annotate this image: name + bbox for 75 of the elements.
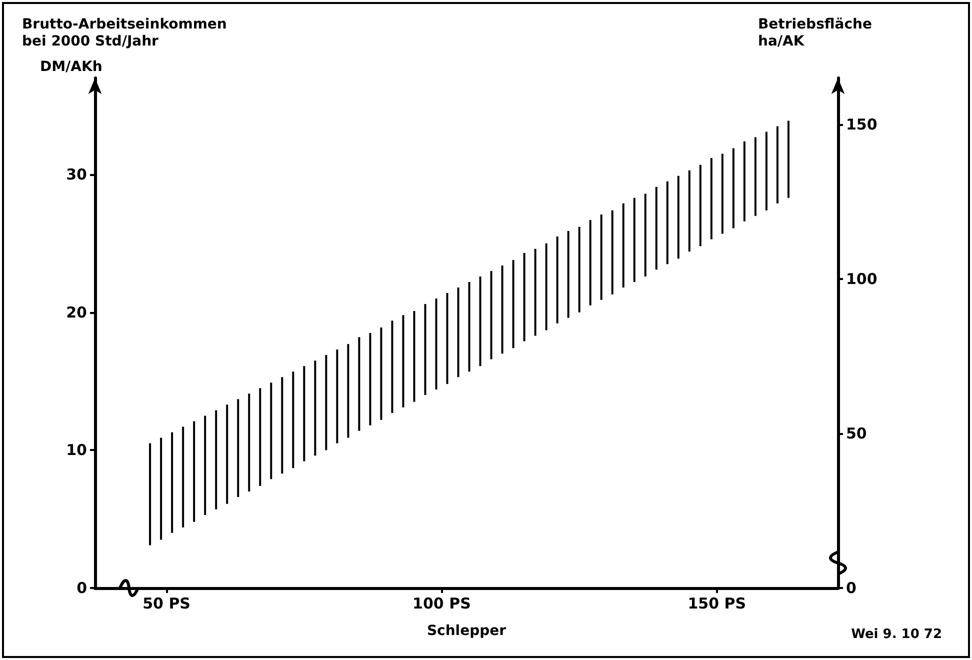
y-axis-title: Brutto-Arbeitseinkommen bei 2000 Std/Jahr xyxy=(22,16,227,50)
bar xyxy=(479,276,482,366)
bar xyxy=(545,243,548,330)
bar xyxy=(347,344,350,438)
y-tick-label: 30 xyxy=(66,165,87,184)
bar xyxy=(677,176,680,259)
bar xyxy=(160,438,162,540)
text: Wei 9. 10 72 xyxy=(851,627,942,642)
text: DM/AKh xyxy=(40,59,102,75)
bar xyxy=(336,350,338,444)
bar xyxy=(281,377,284,474)
bar xyxy=(149,443,152,546)
bar xyxy=(633,198,636,282)
y-tick-label: 10 xyxy=(66,441,87,460)
bar xyxy=(501,265,504,354)
bar xyxy=(743,141,746,222)
bar xyxy=(710,158,712,240)
bar xyxy=(248,394,250,492)
bar xyxy=(446,293,448,384)
bar xyxy=(259,388,262,486)
bar xyxy=(787,120,790,198)
bar xyxy=(391,320,394,413)
bar xyxy=(171,432,174,533)
y-tick-label: 20 xyxy=(66,303,87,322)
bar xyxy=(457,288,460,378)
bar xyxy=(754,137,756,216)
bar xyxy=(600,214,602,300)
bar xyxy=(512,260,514,348)
bar xyxy=(182,426,184,528)
bar xyxy=(611,210,614,294)
bar xyxy=(204,416,206,515)
x-tick-label: 150 PS xyxy=(688,594,746,612)
bar xyxy=(193,421,196,522)
bar xyxy=(567,231,570,318)
bar xyxy=(721,154,724,234)
bar xyxy=(369,333,372,426)
bar xyxy=(523,253,526,342)
bar xyxy=(358,337,360,431)
bar xyxy=(402,315,404,408)
bar xyxy=(666,181,668,264)
bar xyxy=(468,282,470,372)
bar xyxy=(237,399,240,498)
y2-tick-label: 0 xyxy=(846,579,856,597)
bar xyxy=(413,310,416,402)
bar xyxy=(303,366,306,462)
bar xyxy=(314,360,316,456)
y2-axis-title: Betriebsfläche ha/AK xyxy=(758,16,872,50)
bar xyxy=(292,372,294,468)
bar xyxy=(270,382,272,480)
bar xyxy=(644,194,646,276)
x-tick-label: 100 PS xyxy=(412,594,471,612)
bar xyxy=(655,186,658,270)
bar xyxy=(490,270,492,360)
bar xyxy=(688,170,690,252)
y-tick-label: 0 xyxy=(76,579,87,597)
bar xyxy=(380,327,382,420)
bar xyxy=(622,203,624,288)
bar xyxy=(732,148,734,228)
bar xyxy=(215,410,218,510)
y2-tick-label: 150 xyxy=(846,115,878,134)
x-tick-label: 50 PS xyxy=(142,594,190,612)
bar xyxy=(776,126,778,204)
bar xyxy=(534,248,536,336)
bar xyxy=(435,298,438,390)
x-axis-title: Schlepper xyxy=(426,623,506,639)
y2-tick-label: 50 xyxy=(846,424,867,442)
bar xyxy=(556,236,558,324)
bar xyxy=(699,164,702,246)
bar xyxy=(589,220,592,306)
bar xyxy=(578,226,580,312)
bar xyxy=(765,132,768,210)
bar xyxy=(424,304,426,396)
y2-tick-label: 100 xyxy=(846,270,878,288)
bar xyxy=(226,404,228,504)
bar xyxy=(325,355,328,450)
